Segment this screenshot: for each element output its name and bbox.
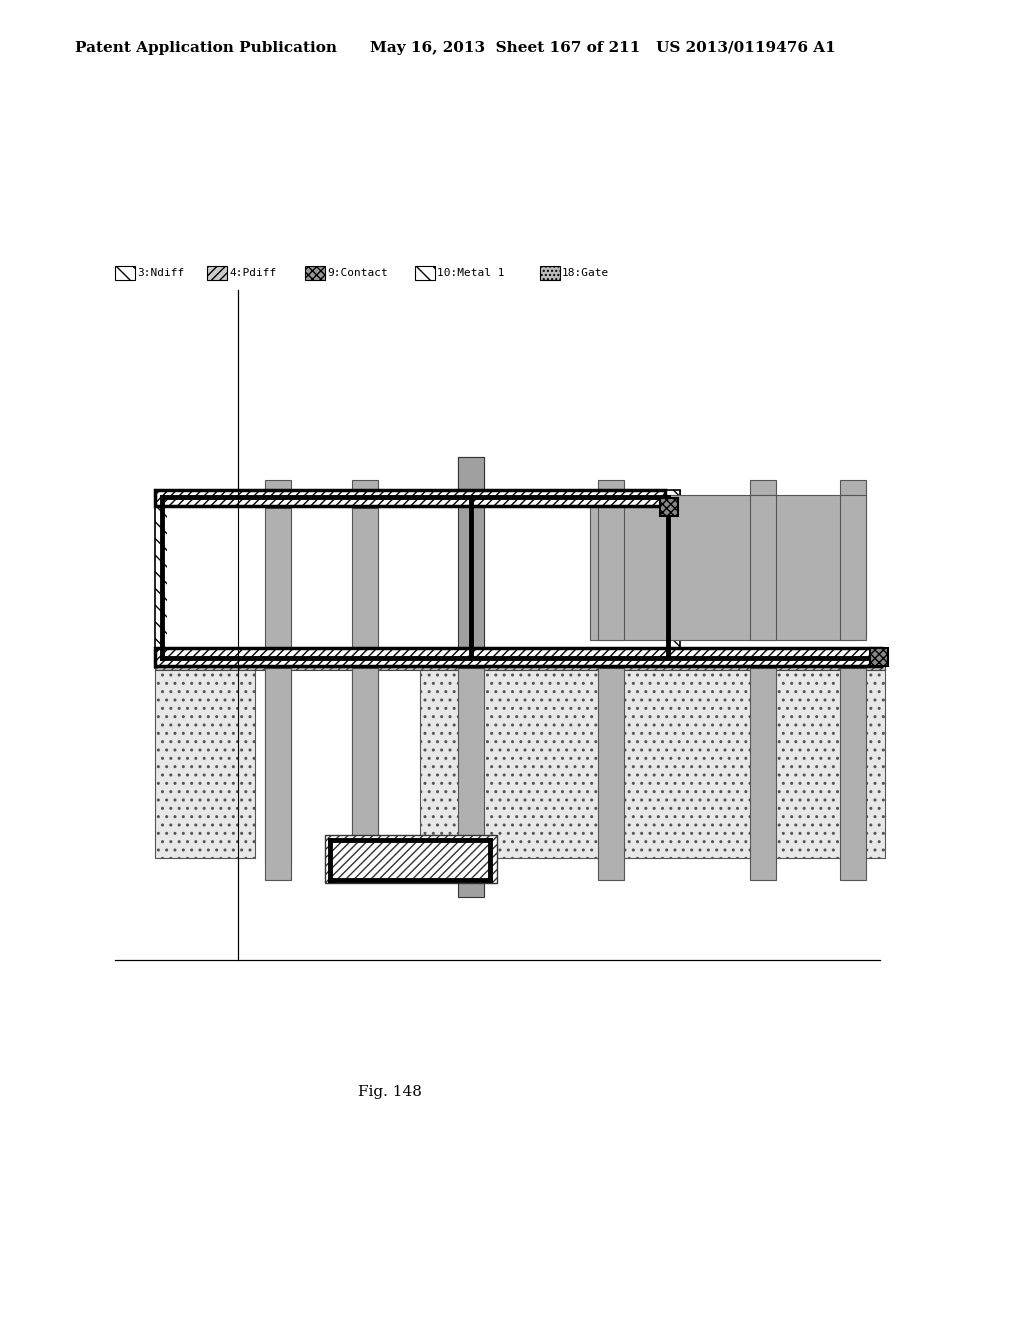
Text: Patent Application Publication: Patent Application Publication	[75, 41, 337, 55]
Bar	[870, 648, 888, 667]
Bar	[458, 457, 484, 898]
Bar	[265, 508, 291, 663]
Bar	[352, 668, 378, 880]
Bar	[155, 490, 680, 668]
Bar	[598, 480, 624, 635]
Bar	[750, 668, 776, 880]
Bar	[325, 836, 497, 883]
Bar	[207, 267, 227, 280]
Bar	[840, 480, 866, 635]
Bar	[155, 648, 881, 667]
Bar	[415, 267, 435, 280]
Bar	[750, 480, 776, 635]
Bar	[660, 498, 678, 516]
Bar	[155, 490, 680, 533]
Text: 9:Contact: 9:Contact	[327, 268, 388, 279]
Bar	[155, 668, 255, 858]
Bar	[115, 267, 135, 280]
Text: May 16, 2013  Sheet 167 of 211   US 2013/0119476 A1: May 16, 2013 Sheet 167 of 211 US 2013/01…	[370, 41, 836, 55]
Bar	[840, 668, 866, 880]
Bar	[458, 668, 484, 863]
Bar	[840, 495, 866, 640]
Bar	[155, 648, 885, 671]
Bar	[265, 480, 291, 668]
Bar	[598, 668, 624, 863]
Bar	[305, 267, 325, 280]
Bar	[155, 490, 665, 506]
Bar	[420, 668, 885, 858]
Bar	[352, 480, 378, 668]
Bar	[458, 457, 484, 663]
Bar	[352, 668, 378, 863]
Bar	[590, 495, 855, 640]
Text: 3:Ndiff: 3:Ndiff	[137, 268, 184, 279]
Text: Fig. 148: Fig. 148	[358, 1085, 422, 1100]
Bar	[840, 668, 866, 863]
Bar	[750, 668, 776, 863]
Bar	[458, 668, 484, 880]
Bar	[265, 668, 291, 863]
Text: 10:Metal 1: 10:Metal 1	[437, 268, 505, 279]
Bar	[540, 267, 560, 280]
Bar	[598, 495, 624, 640]
Bar	[598, 668, 624, 880]
Bar	[750, 495, 776, 640]
Bar	[167, 502, 668, 656]
Text: 4:Pdiff: 4:Pdiff	[229, 268, 276, 279]
Bar	[265, 668, 291, 880]
Bar	[352, 508, 378, 663]
Text: 18:Gate: 18:Gate	[562, 268, 609, 279]
